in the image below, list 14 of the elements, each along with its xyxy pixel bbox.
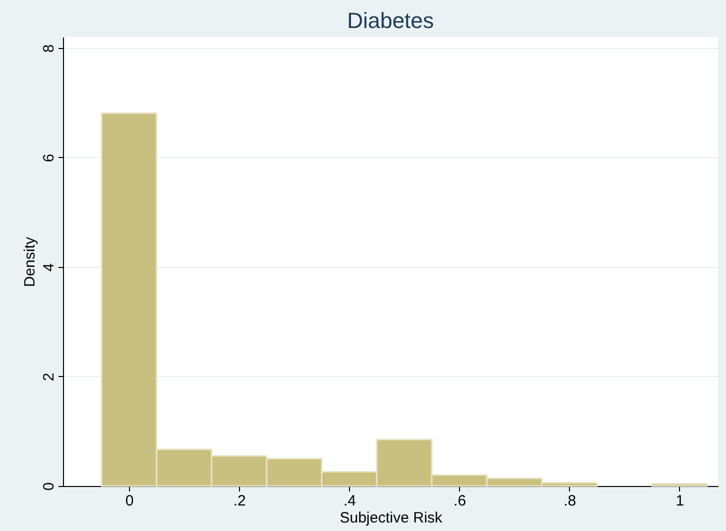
y-tick-label: 6 <box>40 154 58 162</box>
x-tick-label: .6 <box>454 492 466 510</box>
chart-title: Diabetes <box>347 8 434 33</box>
x-tick-label: .8 <box>564 492 576 510</box>
x-tick-label: 1 <box>676 492 684 510</box>
y-tick-label: 0 <box>40 482 58 491</box>
y-tick-label: 2 <box>40 372 58 382</box>
y-tick-label: 4 <box>40 263 58 272</box>
x-tick-label: .4 <box>343 492 356 510</box>
x-tick-label: .2 <box>233 492 246 510</box>
x-axis-title: Subjective Risk <box>340 510 443 526</box>
y-tick-label: 8 <box>40 44 58 53</box>
x-tick-label: 0 <box>125 492 134 510</box>
y-axis-title: Density <box>22 236 38 288</box>
